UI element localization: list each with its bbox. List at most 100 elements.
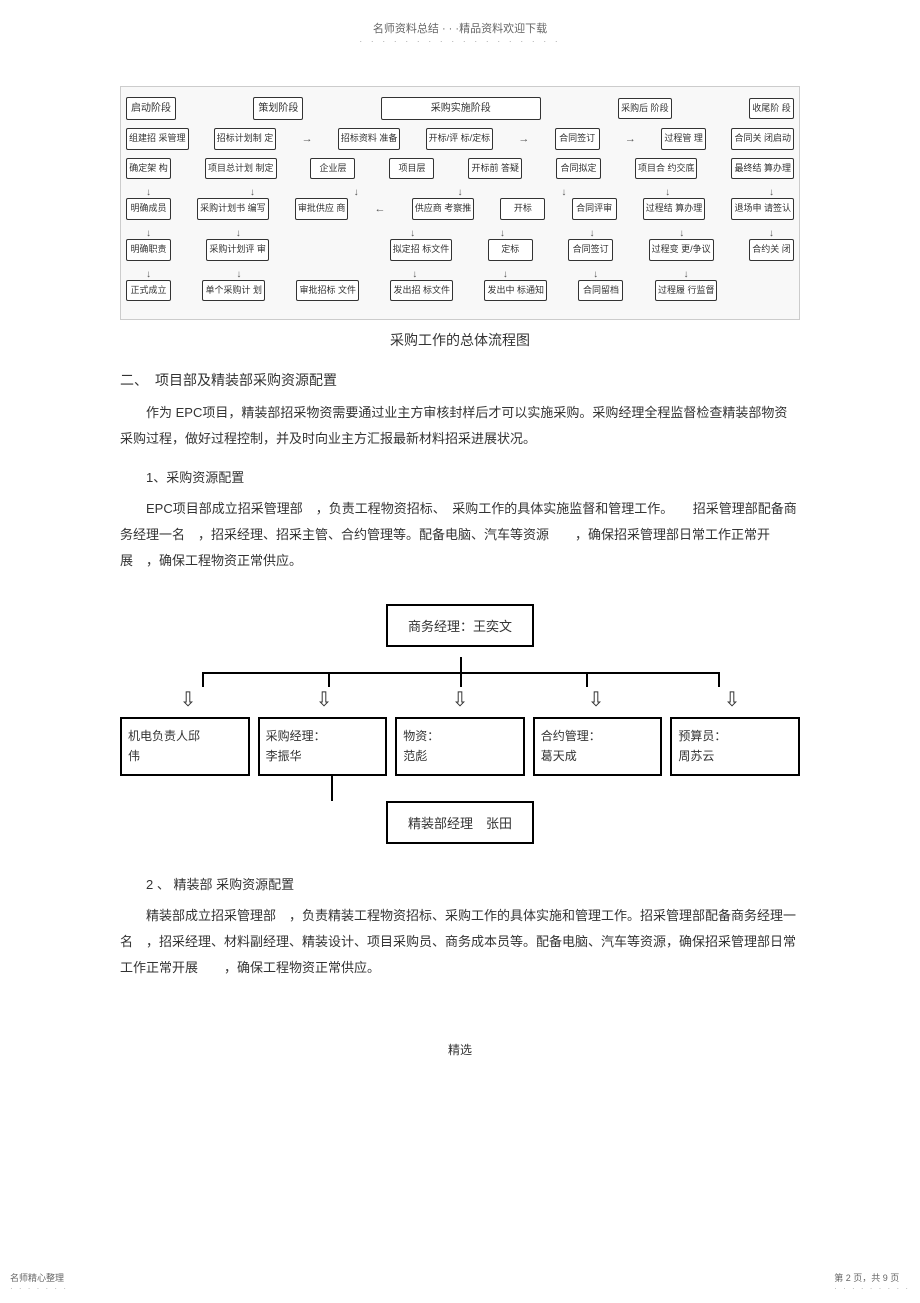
flow-node: 项目合 约交底 [635, 158, 698, 180]
arrow-down-icon: ↓ [236, 269, 241, 280]
org-box-line2: 范彪 [403, 747, 517, 766]
flow-node: 合约关 闭 [749, 239, 794, 261]
body-paragraph: 精装部成立招采管理部 ，负责精装工程物资招标、采购工作的具体实施和管理工作。招采… [120, 903, 800, 981]
header-dots: · · · · · · · · · · · · · · · · · · [0, 36, 920, 46]
subsection-title: 1、采购资源配置 [120, 467, 800, 486]
org-chart: 商务经理：王奕文 ⇩ ⇩ ⇩ ⇩ ⇩ 机电负责人邱 伟 [120, 604, 800, 843]
flow-node: 供应商 考察推 [412, 198, 475, 220]
flow-arrow: → [518, 133, 529, 145]
flow-node: 合同关 闭启动 [731, 128, 794, 150]
flow-arrow: → [302, 133, 313, 145]
org-box: 预算员： 周苏云 [670, 717, 800, 775]
org-box-line2: 李振华 [266, 747, 380, 766]
flow-node: 拟定招 标文件 [390, 239, 453, 261]
arrow-down-icon: ↓ [146, 228, 151, 239]
flow-node: 正式成立 [126, 280, 171, 302]
arrow-down-icon: ↓ [684, 269, 689, 280]
org-box-line1: 预算员： [678, 727, 792, 746]
header-title: 名师资料总结 · · ·精品资料欢迎下载 [0, 20, 920, 36]
flow-node: 合同签订 [568, 239, 613, 261]
footer-right: 第 2 页，共 9 页 · · · · · · · · · [834, 1271, 910, 1293]
arrow-down-icon: ↓ [412, 269, 417, 280]
arrow-down-icon: ↓ [503, 269, 508, 280]
flow-node: 合同签订 [555, 128, 600, 150]
arrow-down-icon: ↓ [590, 228, 595, 239]
flow-node: 明确成员 [126, 198, 171, 220]
org-box-line1: 物资： [403, 727, 517, 746]
flow-node: 确定架 构 [126, 158, 171, 180]
flow-node: 开标 [500, 198, 545, 220]
subsection-title: 2 、 精装部 采购资源配置 [120, 874, 800, 893]
arrow-down-icon: ↓ [457, 187, 462, 198]
arrow-down-icon: ⇩ [316, 687, 333, 712]
body-paragraph: EPC项目部成立招采管理部 ，负责工程物资招标、 采购工作的具体实施监督和管理工… [120, 496, 800, 574]
flow-node: 过程变 更/争议 [649, 239, 714, 261]
flow-node: 审批招标 文件 [296, 280, 359, 302]
body-paragraph: 作为 EPC项目，精装部招采物资需要通过业主方审核封样后才可以实施采购。采购经理… [120, 400, 800, 452]
flow-node: 采购实施阶段 [381, 97, 541, 120]
flow-node: 招标资料 准备 [338, 128, 401, 150]
org-box: 物资： 范彪 [395, 717, 525, 775]
arrow-down-icon: ↓ [665, 187, 670, 198]
flow-node: 过程管 理 [661, 128, 706, 150]
flow-node: 采购计划书 编写 [197, 198, 269, 220]
arrow-down-icon: ↓ [769, 228, 774, 239]
org-bottom-box: 精装部经理 张田 [386, 801, 534, 844]
flow-node: 发出中 标通知 [484, 280, 547, 302]
flow-arrow: ← [375, 203, 386, 215]
flow-node: 开标前 答疑 [468, 158, 522, 180]
arrow-down-icon: ↓ [146, 269, 151, 280]
arrow-down-icon: ↓ [250, 187, 255, 198]
org-box-line2: 周苏云 [678, 747, 792, 766]
footer-left-text: 名师精心整理 [10, 1271, 68, 1284]
flow-node: 采购计划评 审 [206, 239, 269, 261]
flow-node: 策划阶段 [253, 97, 303, 120]
flow-node: 项目总计划 制定 [205, 158, 277, 180]
org-box-line2: 伟 [128, 747, 242, 766]
flow-node: 发出招 标文件 [390, 280, 453, 302]
org-top-box: 商务经理：王奕文 [386, 604, 534, 647]
flow-node: 开标/评 标/定标 [426, 128, 494, 150]
flow-node: 最终结 算办理 [731, 158, 794, 180]
org-box-line1: 采购经理： [266, 727, 380, 746]
flow-node: 过程结 算办理 [643, 198, 706, 220]
arrow-down-icon: ⇩ [724, 687, 741, 712]
org-box-line2: 葛天成 [541, 747, 655, 766]
arrow-down-icon: ⇩ [452, 687, 469, 712]
arrow-down-icon: ↓ [593, 269, 598, 280]
flow-node: 招标计划制 定 [214, 128, 277, 150]
content-area: 启动阶段 策划阶段 采购实施阶段 采购后 阶段 收尾阶 段 组建招 采管理 招标… [0, 86, 920, 1058]
footer-center: 精选 [120, 1041, 800, 1058]
arrow-down-icon: ↓ [236, 228, 241, 239]
flowchart-diagram: 启动阶段 策划阶段 采购实施阶段 采购后 阶段 收尾阶 段 组建招 采管理 招标… [120, 86, 800, 320]
flow-node: 定标 [488, 239, 533, 261]
flow-node: 合同评审 [572, 198, 617, 220]
flow-node: 过程履 行监督 [655, 280, 718, 302]
arrow-down-icon: ↓ [561, 187, 566, 198]
flow-node: 审批供应 商 [295, 198, 349, 220]
arrow-down-icon: ↓ [410, 228, 415, 239]
flow-node: 退场申 请签认 [731, 198, 794, 220]
flow-node: 启动阶段 [126, 97, 176, 120]
flow-node: 合同留档 [578, 280, 623, 302]
flow-node: 收尾阶 段 [749, 98, 794, 120]
footer-left: 名师精心整理 · · · · · · · [10, 1271, 68, 1293]
flowchart-caption: 采购工作的总体流程图 [120, 330, 800, 350]
flow-node: 单个采购计 划 [202, 280, 265, 302]
flow-node: 项目层 [389, 158, 434, 180]
org-box-line1: 机电负责人邱 [128, 727, 242, 746]
org-box-line1: 合约管理： [541, 727, 655, 746]
flow-node: 企业层 [310, 158, 355, 180]
footer-dots: · · · · · · · [10, 1284, 68, 1293]
org-box: 采购经理： 李振华 [258, 717, 388, 775]
org-box: 合约管理： 葛天成 [533, 717, 663, 775]
arrow-down-icon: ↓ [500, 228, 505, 239]
arrow-down-icon: ↓ [354, 187, 359, 198]
flow-node: 采购后 阶段 [618, 98, 672, 120]
arrow-down-icon: ↓ [679, 228, 684, 239]
flow-arrow: → [625, 133, 636, 145]
footer-dots: · · · · · · · · · [834, 1284, 910, 1293]
section-2-title: 二、 项目部及精装部采购资源配置 [120, 370, 800, 390]
arrow-down-icon: ↓ [146, 187, 151, 198]
flow-node: 组建招 采管理 [126, 128, 189, 150]
